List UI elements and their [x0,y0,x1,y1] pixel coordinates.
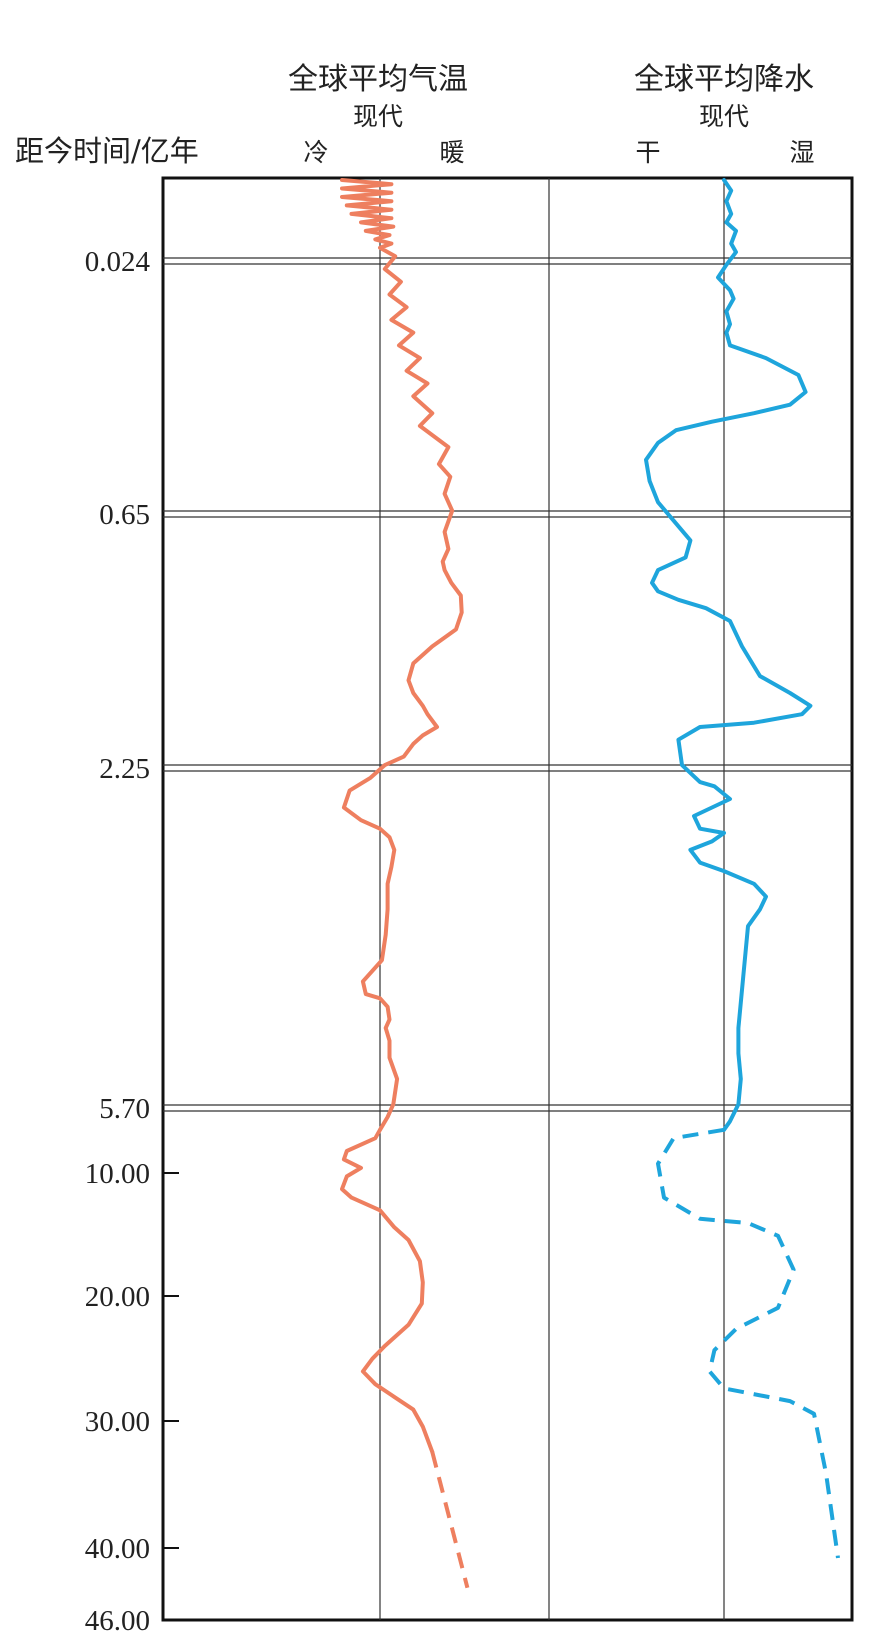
y-tick-label: 40.00 [85,1533,150,1565]
panel-headers: 全球平均气温 现代 冷 暖 全球平均降水 现代 干 湿 距今时间/亿年 [15,62,815,168]
precipitation-curve-dashed [656,1127,840,1559]
y-tick-label: 5.70 [99,1093,150,1125]
precipitation-curve [644,178,813,1132]
curves [340,178,840,1589]
precipitation-title: 全球平均降水 [634,62,814,97]
temperature-curve-dashed [430,1451,470,1589]
y-axis-ticks: 0.024 0.65 2.25 5.70 10.00 20.00 30.00 40.00 46.… [85,246,852,1636]
precipitation-dry-label: 干 [635,138,660,167]
y-tick-label: 2.25 [99,753,150,785]
y-tick-label: 20.00 [85,1281,150,1313]
plot-border [161,176,854,1622]
precipitation-wet-label: 湿 [789,138,814,167]
precipitation-present-label: 现代 [699,102,749,131]
y-tick-label: 10.00 [85,1158,150,1190]
temperature-curve [340,178,464,1454]
y-tick-label: 0.65 [99,499,150,531]
plot-frame [161,176,854,1622]
temperature-title: 全球平均气温 [288,62,468,97]
y-tick-label: 30.00 [85,1406,150,1438]
temperature-warm-label: 暖 [439,138,464,167]
y-tick-label: 46.00 [85,1605,150,1636]
temperature-present-label: 现代 [353,102,403,131]
y-tick-label: 0.024 [85,246,151,278]
temperature-cold-label: 冷 [303,138,328,167]
y-axis-label: 距今时间/亿年 [15,134,199,168]
